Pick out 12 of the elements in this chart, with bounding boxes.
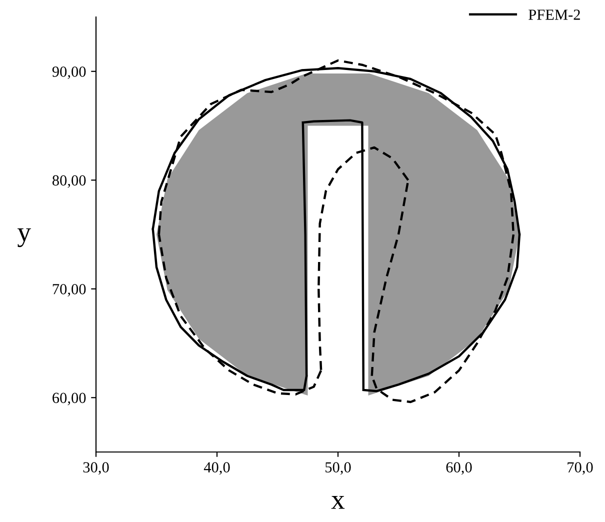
x-axis-title: x — [331, 496, 345, 509]
y-tick-label: 80,00 — [52, 175, 86, 188]
x-tick-label: 50,0 — [326, 462, 351, 475]
x-tick-label: 60,0 — [446, 462, 472, 475]
y-tick-label: 60,00 — [52, 392, 86, 406]
y-tick-label: 90,00 — [52, 66, 86, 80]
x-tick-label: 70,0 — [568, 462, 593, 475]
y-tick-label: 70,00 — [52, 284, 86, 297]
legend-label: PFEM-2 — [528, 10, 580, 20]
x-tick-label: 30,0 — [83, 462, 109, 475]
y-axis-title: y — [18, 228, 31, 248]
x-tick-label: 40,0 — [204, 462, 230, 475]
